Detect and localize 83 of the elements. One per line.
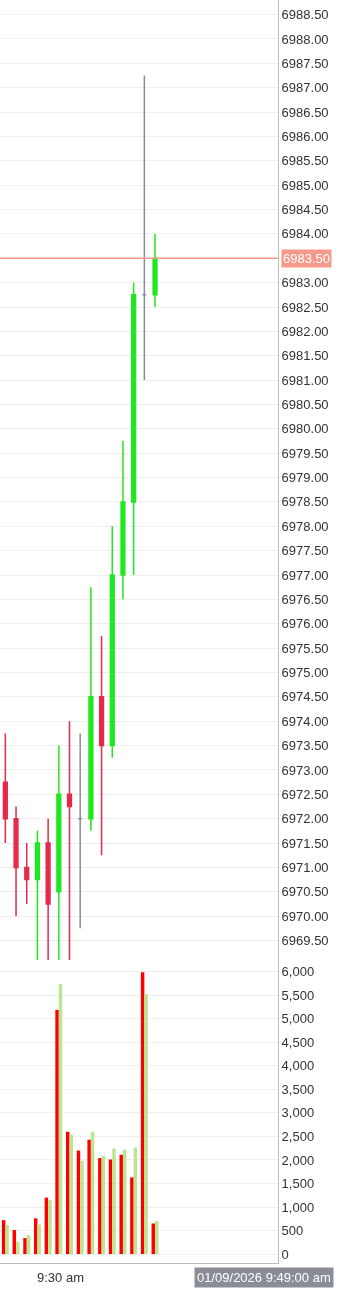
y-tick-label: 6987.00 [281, 80, 329, 96]
candlestick [56, 744, 62, 960]
bar [119, 1154, 123, 1255]
y-tick-label: 6986.00 [281, 129, 329, 144]
y-tick-label: 3,000 [281, 1105, 315, 1121]
y-tick-label: 6981.50 [281, 348, 329, 364]
y-tick-label: 6970.00 [281, 908, 329, 924]
y-tick-label: 4,000 [281, 1058, 315, 1074]
y-tick-label: 4,500 [281, 1034, 315, 1050]
y-tick-label: 6,000 [281, 964, 315, 980]
candlestick [66, 720, 73, 960]
y-tick-label: 6985.00 [281, 177, 329, 193]
y-tick-label: 6984.00 [281, 226, 329, 242]
y-tick-label: 5,000 [281, 1011, 315, 1027]
y-tick-label: 6974.00 [281, 713, 329, 729]
candlestick [98, 635, 105, 856]
ref-line-label: 6983.50 [283, 251, 330, 266]
y-tick-label: 6973.00 [281, 762, 329, 778]
text: 9:30 am [37, 1270, 84, 1285]
bar [87, 1139, 91, 1255]
y-tick-label: 6986.50 [281, 104, 329, 120]
bar [98, 1158, 102, 1255]
y-tick-label: 6975.50 [281, 640, 329, 656]
y-tick-label: 6971.00 [281, 859, 329, 875]
text: 01/09/2026 9:49:00 am [197, 1270, 331, 1285]
y-tick-label: 6982.50 [281, 299, 329, 315]
candlestick [77, 732, 83, 930]
y-tick-label: 6973.50 [281, 738, 329, 754]
y-tick-label: 6984.50 [281, 202, 329, 218]
candlestick [34, 830, 41, 960]
y-tick-label: 6988.00 [281, 31, 329, 47]
y-tick-label: 6971.50 [281, 835, 329, 851]
y-tick-label: 6985.50 [281, 153, 329, 169]
y-tick-label: 6983.00 [281, 275, 329, 291]
y-tick-label: 6976.00 [281, 616, 329, 632]
y-tick-label: 6979.50 [281, 445, 329, 461]
candlestick [120, 440, 126, 601]
bar [16, 1241, 20, 1255]
y-tick-label: 6974.50 [281, 689, 329, 705]
candlestick [24, 842, 30, 905]
y-tick-label: 6969.50 [281, 933, 329, 949]
y-tick-label: 500 [281, 1223, 304, 1239]
y-tick-label: 1,000 [281, 1199, 315, 1215]
bar [23, 1238, 27, 1255]
y-tick-label: 2,000 [281, 1152, 315, 1168]
y-tick-label: 2,500 [281, 1128, 315, 1144]
y-tick-label: 6972.00 [281, 811, 329, 827]
y-tick-label: 1,500 [281, 1176, 315, 1192]
y-tick-label: 6977.50 [281, 543, 329, 559]
y-tick-label: 6979.00 [281, 470, 329, 486]
y-tick-label: 6975.00 [281, 665, 329, 681]
y-tick-label: 6976.50 [281, 591, 329, 607]
candlestick [131, 281, 137, 576]
y-tick-label: 0 [281, 1246, 289, 1262]
bar [144, 993, 148, 1255]
y-tick-label: 6987.50 [281, 55, 329, 71]
bar [112, 1148, 116, 1255]
candlestick [45, 817, 51, 960]
y-tick-label: 6980.50 [281, 397, 329, 413]
y-tick-label: 6977.00 [281, 567, 329, 583]
bar [37, 1224, 41, 1255]
y-tick-label: 3,500 [281, 1081, 315, 1097]
bar [55, 1009, 59, 1255]
y-tick-label: 6972.50 [281, 786, 329, 802]
bar [48, 1199, 52, 1255]
bar [5, 1224, 9, 1255]
candlestick [109, 525, 115, 759]
y-tick-label: 6978.50 [281, 494, 329, 510]
candlestick [152, 233, 158, 308]
y-tick-label: 6982.00 [281, 323, 329, 339]
candlestick [13, 805, 19, 917]
y-tick-label: 6980.00 [281, 421, 329, 437]
y-tick-label: 6970.50 [281, 884, 329, 900]
candlestick [2, 732, 8, 844]
candlestick [88, 586, 94, 832]
candlestick [141, 74, 147, 381]
y-tick-label: 6981.00 [281, 372, 329, 388]
bar [130, 1177, 134, 1255]
bar [80, 1160, 84, 1255]
y-tick-label: 5,500 [281, 987, 315, 1003]
bar [155, 1221, 159, 1255]
y-tick-label: 6978.00 [281, 518, 329, 534]
y-tick-label: 6988.50 [281, 7, 329, 23]
